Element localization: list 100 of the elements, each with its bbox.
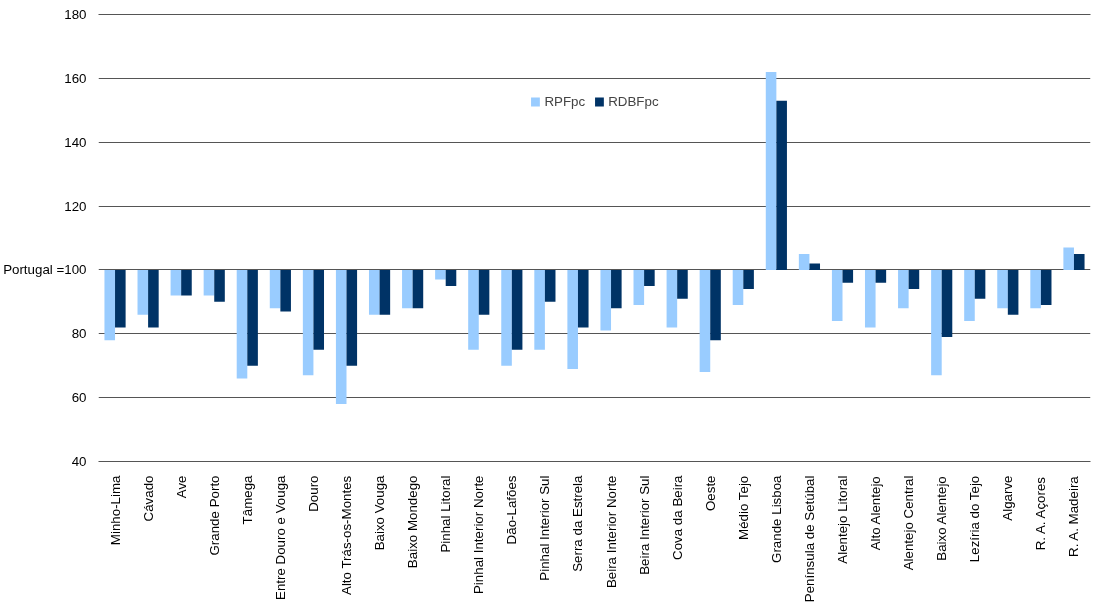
x-tick-label: Cova da Beira bbox=[669, 474, 685, 560]
x-tick-label: Médio Tejo bbox=[735, 475, 751, 540]
bar bbox=[280, 269, 291, 312]
bar bbox=[864, 269, 876, 328]
y-tick-label: 80 bbox=[71, 326, 87, 342]
x-tick-label: Alentejo Central bbox=[901, 475, 917, 571]
bar bbox=[941, 269, 953, 337]
bar bbox=[600, 269, 612, 331]
bar bbox=[908, 269, 920, 290]
x-tick-label: Baixo Vouga bbox=[372, 474, 388, 551]
bar bbox=[445, 269, 457, 286]
bar bbox=[765, 71, 777, 270]
x-tick-label: Entre Douro e Vouga bbox=[272, 474, 288, 600]
bar bbox=[710, 269, 721, 341]
bar bbox=[842, 269, 854, 283]
x-tick-label: Tâmega bbox=[239, 474, 255, 525]
bar bbox=[666, 269, 678, 328]
y-tick-label: Portugal =100 bbox=[3, 262, 87, 278]
x-tick-label: R. A. Açores bbox=[1033, 476, 1049, 551]
x-tick-label: Alto Alentejo bbox=[868, 476, 884, 551]
x-tick-label: Serra da Estrela bbox=[570, 474, 586, 572]
bar bbox=[379, 269, 391, 315]
x-tick-label: Pinhal Interior Norte bbox=[471, 475, 487, 595]
bar bbox=[346, 269, 358, 366]
x-tick-label: Pinhal Interior Sul bbox=[537, 475, 553, 581]
bar bbox=[1063, 247, 1074, 270]
x-tick-label: Grande Lisboa bbox=[768, 474, 784, 563]
legend-label: RDBFpc bbox=[608, 94, 659, 109]
bar bbox=[875, 269, 887, 283]
bar bbox=[898, 269, 909, 309]
x-tick-label: Alto Trás-os-Montes bbox=[339, 475, 354, 595]
bar bbox=[203, 269, 215, 296]
bar bbox=[302, 269, 314, 376]
x-tick-label: Dão-Lafões bbox=[504, 475, 520, 545]
x-tick-label: Alentejo Litoral bbox=[835, 475, 850, 564]
bar bbox=[1040, 269, 1052, 306]
bar bbox=[412, 269, 424, 309]
x-tick-label: Península de Setúbal bbox=[801, 475, 817, 603]
bar bbox=[743, 269, 754, 290]
legend-label: RPFpc bbox=[544, 94, 586, 109]
bar bbox=[798, 253, 810, 270]
x-tick-label: Lezíria do Tejo bbox=[967, 475, 983, 563]
x-tick-label: Oeste bbox=[702, 475, 718, 512]
x-tick-label: Cávado bbox=[140, 475, 156, 522]
x-tick-label: Ave bbox=[173, 475, 189, 499]
bar bbox=[809, 263, 821, 270]
x-tick-label: Douro bbox=[305, 475, 321, 512]
bar bbox=[468, 269, 479, 350]
bar bbox=[1073, 253, 1085, 270]
x-tick-label: Beira Interior Sul bbox=[636, 475, 652, 575]
bar bbox=[677, 269, 688, 299]
bar bbox=[115, 269, 126, 328]
bar bbox=[544, 269, 556, 302]
y-tick-label: 40 bbox=[71, 454, 87, 469]
bar bbox=[577, 269, 589, 328]
y-tick-label: 160 bbox=[64, 70, 87, 86]
bar bbox=[104, 269, 116, 341]
bar bbox=[831, 269, 843, 322]
bar bbox=[269, 269, 281, 309]
bar bbox=[776, 100, 787, 270]
bar bbox=[1007, 269, 1019, 315]
bar bbox=[313, 269, 325, 350]
x-tick-label: Baixo Alentejo bbox=[934, 476, 950, 561]
y-tick-label: 60 bbox=[71, 390, 87, 406]
bar bbox=[974, 269, 986, 299]
x-tick-label: Pinhal Litoral bbox=[438, 475, 454, 553]
x-tick-label: Beira Interior Norte bbox=[603, 475, 619, 589]
bar bbox=[435, 269, 446, 280]
bar bbox=[997, 269, 1008, 309]
bar bbox=[633, 269, 645, 306]
x-tick-label: Grande Porto bbox=[206, 475, 222, 556]
x-tick-label: Baixo Mondego bbox=[405, 475, 421, 569]
bar bbox=[402, 269, 413, 309]
bar bbox=[732, 269, 744, 306]
bar bbox=[335, 269, 347, 405]
y-tick-label: 140 bbox=[64, 134, 87, 150]
bar bbox=[699, 269, 711, 373]
bar bbox=[181, 269, 192, 296]
bar bbox=[964, 269, 975, 322]
y-tick-label: 120 bbox=[64, 198, 87, 214]
bar bbox=[534, 269, 545, 350]
bar bbox=[931, 269, 942, 376]
bar bbox=[137, 269, 149, 315]
bar bbox=[236, 269, 248, 379]
bar bbox=[511, 269, 523, 350]
bar bbox=[214, 269, 225, 302]
bar bbox=[478, 269, 490, 315]
y-tick-label: 180 bbox=[64, 7, 87, 22]
bar bbox=[611, 269, 622, 309]
bar bbox=[148, 269, 159, 328]
bar bbox=[368, 269, 380, 315]
bar bbox=[501, 269, 512, 366]
bar bbox=[567, 269, 578, 369]
bar bbox=[170, 269, 182, 296]
x-tick-label: Minho-Lima bbox=[107, 474, 123, 546]
bar bbox=[644, 269, 655, 286]
x-tick-label: Algarve bbox=[1000, 475, 1016, 521]
bar bbox=[247, 269, 258, 366]
bar bbox=[1030, 269, 1041, 309]
x-tick-label: R. A. Madeira bbox=[1066, 475, 1082, 557]
